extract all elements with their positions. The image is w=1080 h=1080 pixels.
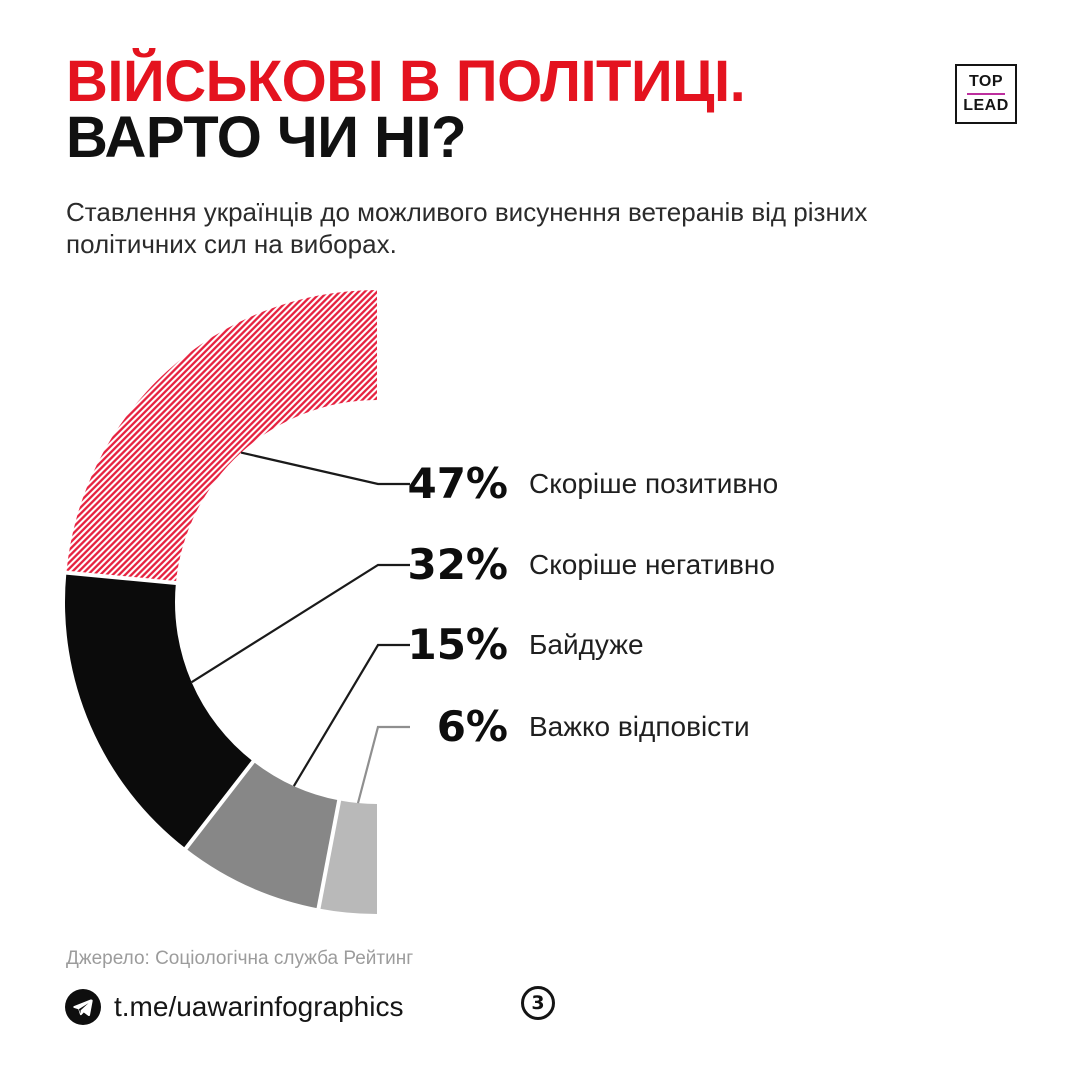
legend-label: Важко відповісти <box>529 711 750 742</box>
legend-row-1: 32% Скоріше негативно <box>0 537 1080 593</box>
leader-line-2 <box>292 643 410 787</box>
legend-row-3: 6% Важко відповісти <box>0 699 1080 755</box>
legend-label: Скоріше негативно <box>529 549 775 580</box>
legend-label: Скоріше позитивно <box>529 468 779 499</box>
logo-lead-text: LEAD <box>963 97 1009 114</box>
telegram-handle: t.me/uawarinfographics <box>114 991 404 1022</box>
segment-gap-line <box>63 570 180 586</box>
leader-line-3 <box>356 725 410 804</box>
page-title: ВІЙСЬКОВІ В ПОЛІТИЦІ. ВАРТО ЧИ НІ? <box>66 49 746 170</box>
logo-divider <box>967 93 1005 95</box>
donut-segment-0 <box>66 290 377 583</box>
telegram-icon <box>65 989 101 1025</box>
legend-percent: 32% <box>407 540 508 589</box>
legend-label: Байдуже <box>529 629 644 660</box>
legend-percent: 47% <box>407 459 508 508</box>
donut-segment-1 <box>64 572 254 849</box>
leader-line-0 <box>240 451 410 486</box>
segment-gap-line <box>316 797 342 912</box>
leader-line-1 <box>191 563 410 684</box>
subtitle-line-1: Ставлення українців до можливого висунен… <box>66 197 868 227</box>
legend-percent: 6% <box>436 702 508 751</box>
donut-segment-3 <box>318 800 377 914</box>
legend-row-2: 15% Байдуже <box>0 617 1080 673</box>
segment-gap-line <box>182 758 257 853</box>
subtitle-line-2: політичних сил на виборах. <box>66 229 397 259</box>
legend-row-0: 47% Скоріше позитивно <box>0 456 1080 512</box>
page-number-badge: 3 <box>521 986 555 1020</box>
telegram-link[interactable]: t.me/uawarinfographics <box>65 988 403 1026</box>
logo-top-text: TOP <box>968 73 1004 90</box>
title-line-2: ВАРТО ЧИ НІ? <box>66 105 467 170</box>
legend-percent: 15% <box>407 620 508 669</box>
page-subtitle: Ставлення українців до можливого висунен… <box>66 196 867 260</box>
title-line-1: ВІЙСЬКОВІ В ПОЛІТИЦІ. <box>66 49 746 114</box>
source-note: Джерело: Соціологічна служба Рейтинг <box>66 948 414 969</box>
toplead-logo: TOP LEAD <box>955 64 1017 124</box>
donut-segment-2 <box>185 761 340 909</box>
